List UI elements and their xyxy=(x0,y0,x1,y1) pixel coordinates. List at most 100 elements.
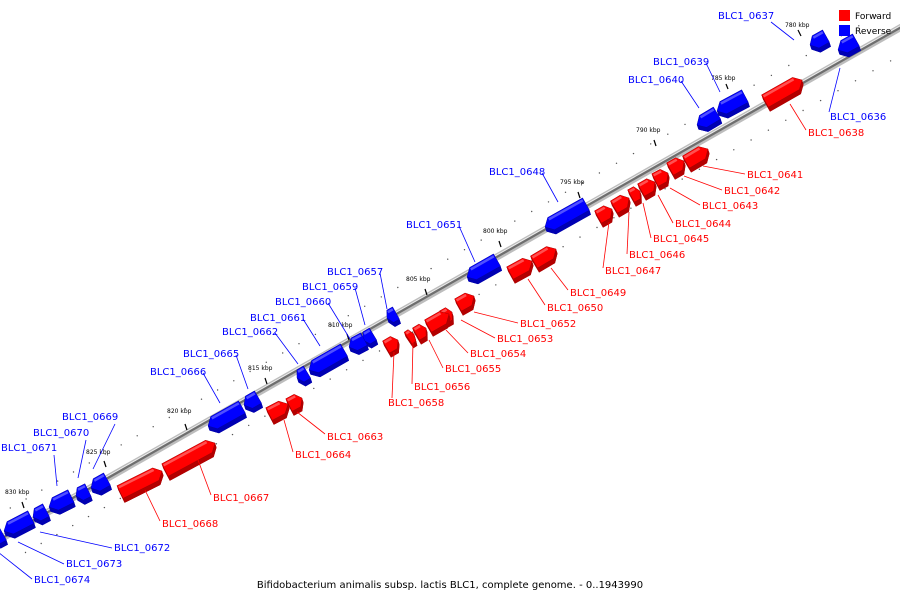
leader-line-blc1-0655 xyxy=(428,339,444,369)
gene-arrow-blc1-0663 xyxy=(285,394,304,416)
leader-line-blc1-0637 xyxy=(770,21,795,41)
minor-tick xyxy=(120,444,122,446)
minor-tick xyxy=(152,426,154,428)
leader-line-blc1-0648 xyxy=(541,172,559,203)
tick-label: 805 kbp xyxy=(406,276,431,283)
leader-line-blc1-0642 xyxy=(683,175,723,191)
minor-tick xyxy=(103,506,106,509)
minor-tick xyxy=(282,352,284,354)
gene-label-blc1-0671: BLC1_0671 xyxy=(1,443,57,454)
gene-label-blc1-0650: BLC1_0650 xyxy=(547,303,603,314)
minor-tick xyxy=(664,188,666,190)
minor-tick xyxy=(248,424,250,427)
minor-tick xyxy=(478,293,480,296)
minor-tick xyxy=(858,25,860,27)
gene-arrow-blc1-0667 xyxy=(161,439,217,481)
gene-label-blc1-0673: BLC1_0673 xyxy=(66,559,122,570)
leader-line-blc1-0652 xyxy=(473,311,519,324)
gene-arrow-blc1-0638 xyxy=(761,77,804,112)
minor-tick xyxy=(514,220,516,222)
gene-labels: BLC1_0636 BLC1_0637 BLC1_0638 BLC1_0639 BLC1… xyxy=(1,11,886,586)
gene-arrow-blc1-0672 xyxy=(32,503,51,526)
gene-arrow-blc1-0660 xyxy=(348,332,369,355)
gene-arrow-blc1-0673 xyxy=(3,510,36,539)
minor-tick xyxy=(684,123,686,126)
minor-tick xyxy=(819,99,822,102)
minor-tick xyxy=(547,201,550,203)
minor-tick xyxy=(480,239,482,241)
gene-label-blc1-0641: BLC1_0641 xyxy=(747,170,803,181)
leader-line-blc1-0641 xyxy=(702,165,746,175)
gene-label-blc1-0637: BLC1_0637 xyxy=(718,11,774,22)
gene-label-blc1-0669: BLC1_0669 xyxy=(62,412,118,423)
legend-label-forward: Forward xyxy=(855,12,891,22)
minor-tick xyxy=(87,515,90,518)
minor-tick xyxy=(56,480,59,482)
minor-tick xyxy=(397,286,399,289)
minor-tick xyxy=(313,387,315,390)
gene-arrow-blc1-0662 xyxy=(296,365,313,387)
gene-label-blc1-0649: BLC1_0649 xyxy=(570,288,626,299)
gene-arrow-blc1-0661 xyxy=(308,343,349,378)
minor-tick xyxy=(753,84,755,86)
minor-tick xyxy=(613,217,615,219)
tick-label: 795 kbp xyxy=(560,179,585,186)
legend-swatch-forward xyxy=(839,10,850,21)
gene-label-blc1-0657: BLC1_0657 xyxy=(327,267,383,278)
gene-arrows xyxy=(0,29,861,549)
leader-line-blc1-0646 xyxy=(626,211,630,255)
gene-label-blc1-0656: BLC1_0656 xyxy=(414,382,470,393)
gene-label-blc1-0654: BLC1_0654 xyxy=(470,349,526,360)
gene-label-blc1-0648: BLC1_0648 xyxy=(489,167,545,178)
gene-label-blc1-0651: BLC1_0651 xyxy=(406,220,462,231)
leader-line-blc1-0657 xyxy=(379,272,388,310)
tick-mark xyxy=(725,83,729,90)
tick-label: 830 kbp xyxy=(5,489,30,496)
minor-tick xyxy=(650,143,652,145)
tick-mark xyxy=(797,29,802,37)
minor-tick xyxy=(72,471,75,473)
gene-arrow-blc1-0640 xyxy=(696,106,723,132)
gene-arrow-blc1-0637 xyxy=(809,29,831,53)
gene-arrow-blc1-0671 xyxy=(48,489,76,515)
minor-tick xyxy=(750,139,752,141)
gene-label-blc1-0674: BLC1_0674 xyxy=(34,575,90,586)
leader-line-blc1-0669 xyxy=(92,423,116,470)
gene-label-blc1-0645: BLC1_0645 xyxy=(653,234,709,245)
minor-tick xyxy=(875,15,878,17)
minor-tick xyxy=(362,359,364,362)
minor-tick xyxy=(56,533,58,536)
minor-tick xyxy=(264,415,266,417)
gene-label-blc1-0666: BLC1_0666 xyxy=(150,367,206,378)
tick-mark xyxy=(498,240,502,248)
minor-tick xyxy=(562,246,564,248)
gene-arrow-blc1-0670 xyxy=(75,483,93,505)
minor-tick xyxy=(249,370,251,373)
minor-tick xyxy=(216,389,219,391)
gene-label-blc1-0653: BLC1_0653 xyxy=(497,334,553,345)
minor-tick xyxy=(119,497,122,500)
tick-label: 790 kbp xyxy=(636,127,661,134)
minor-tick xyxy=(329,378,331,380)
minor-tick xyxy=(265,361,267,363)
tick-mark xyxy=(184,423,188,431)
leader-line-blc1-0644 xyxy=(657,194,674,224)
minor-tick xyxy=(347,315,349,317)
minor-tick xyxy=(104,453,107,455)
minor-tick xyxy=(564,191,567,193)
tick-mark xyxy=(103,460,107,468)
minor-tick xyxy=(233,380,235,382)
gene-arrow-blc1-0668 xyxy=(116,467,164,503)
minor-tick xyxy=(531,210,533,213)
gene-label-blc1-0672: BLC1_0672 xyxy=(114,543,170,554)
minor-tick xyxy=(25,498,27,500)
gene-label-blc1-0636: BLC1_0636 xyxy=(830,112,886,123)
minor-tick xyxy=(413,277,416,279)
minor-tick xyxy=(314,333,317,336)
leader-line-blc1-0638 xyxy=(789,103,807,131)
leader-line-blc1-0664 xyxy=(283,419,294,453)
minor-tick xyxy=(298,343,300,345)
leader-line-blc1-0653 xyxy=(460,319,496,339)
genome-caption: Bifidobacterium animalis subsp. lactis B… xyxy=(257,580,643,591)
leader-line-blc1-0663 xyxy=(296,411,326,435)
